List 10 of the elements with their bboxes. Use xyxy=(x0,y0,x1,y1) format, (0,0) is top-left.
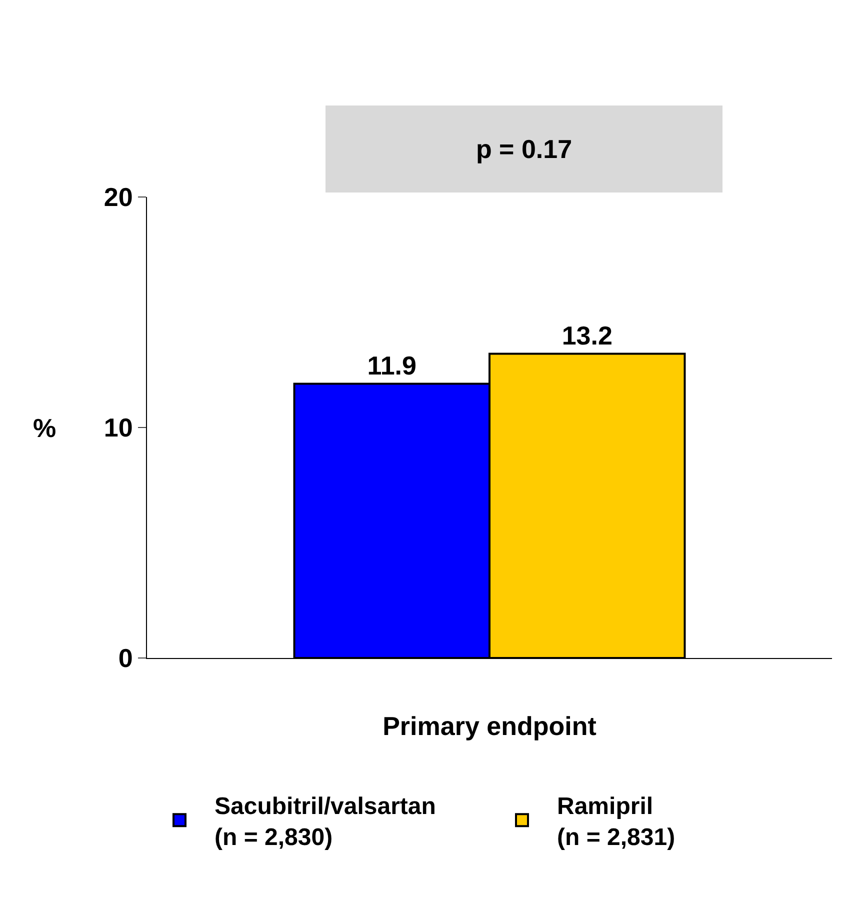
legend-label: Sacubitril/valsartan (n = 2,830) xyxy=(214,792,436,852)
x-tick-label: Primary endpoint xyxy=(382,711,597,742)
y-tick-label: 0 xyxy=(118,643,133,674)
y-tick-label: 20 xyxy=(104,182,133,212)
data-label: 13.2 xyxy=(562,320,612,351)
y-axis-title: % xyxy=(33,413,56,443)
text: p = 0.17 xyxy=(476,134,572,164)
legend-label: Ramipril (n = 2,831) xyxy=(557,792,676,852)
y-tick-label: 10 xyxy=(104,412,133,443)
data-label: 11.9 xyxy=(367,350,416,381)
